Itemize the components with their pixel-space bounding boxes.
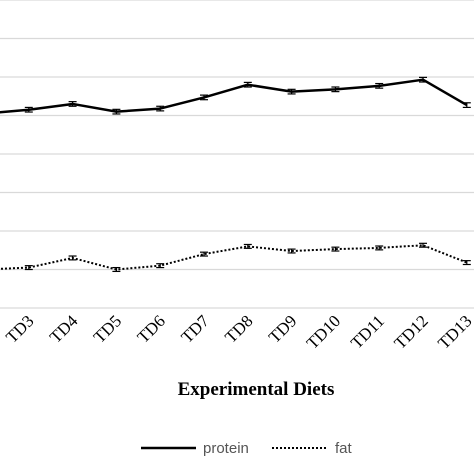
error-bar-fat <box>112 266 121 273</box>
x-tick-label: TD6 <box>134 311 169 346</box>
x-tick-label: TD8 <box>221 311 256 346</box>
error-bar-protein <box>156 105 165 112</box>
x-tick-label: TD3 <box>2 311 37 346</box>
error-bar-protein <box>243 81 252 88</box>
series-layer <box>0 76 471 273</box>
error-bar-protein <box>375 82 384 89</box>
x-tick-label: TD12 <box>390 311 431 352</box>
error-bar-protein <box>112 108 121 115</box>
x-tick-label: TD5 <box>90 311 125 346</box>
error-bar-fat <box>419 242 427 248</box>
error-bar-fat <box>243 243 252 249</box>
x-tick-label: TD9 <box>265 311 300 346</box>
error-bar-fat <box>156 263 165 269</box>
error-bar-protein <box>462 102 471 109</box>
legend-label-protein: protein <box>203 440 249 457</box>
error-bar-protein <box>331 86 340 93</box>
x-tick-label: TD7 <box>177 311 213 347</box>
error-bar-protein <box>68 101 77 107</box>
x-tick-label: TD10 <box>303 311 344 352</box>
series-line-fat <box>0 244 468 271</box>
x-tick-label: TD13 <box>434 311 474 352</box>
x-tick-labels: TD3 TD4 TD5 TD6 TD7 TD8 TD9 TD10 TD11 TD12 TD13 <box>2 311 474 353</box>
gridlines <box>0 0 474 309</box>
error-bar-fat <box>287 248 296 254</box>
x-tick-label: TD11 <box>347 311 388 352</box>
error-bar-fat <box>375 245 384 251</box>
error-bar-protein <box>419 76 427 83</box>
error-bar-protein <box>24 106 33 113</box>
legend: protein fat <box>141 440 353 457</box>
error-bar-protein <box>287 88 296 95</box>
x-tick-label: TD4 <box>46 311 82 347</box>
error-bar-fat <box>462 260 471 266</box>
x-axis-title: Experimental Diets <box>178 379 335 400</box>
error-bar-fat <box>68 255 77 261</box>
series-line-protein <box>0 78 468 114</box>
error-bar-fat <box>200 251 208 257</box>
error-bar-protein <box>200 94 208 101</box>
error-bar-fat <box>331 246 340 252</box>
legend-label-fat: fat <box>335 440 353 457</box>
error-bar-fat <box>24 265 33 271</box>
